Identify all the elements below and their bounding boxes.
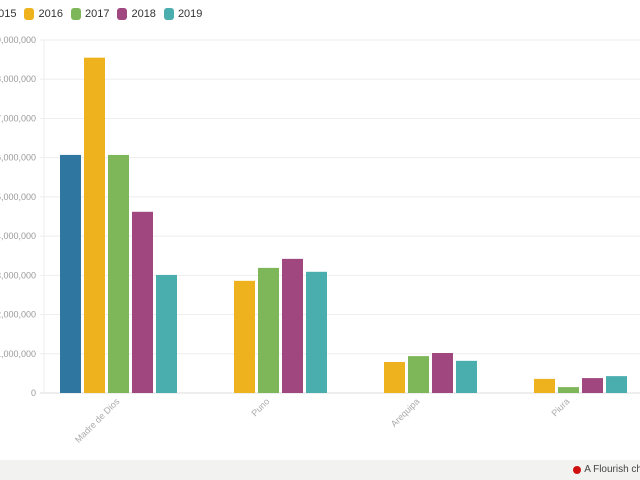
y-tick-label: 4,000,000	[0, 231, 36, 241]
legend-label: 2017	[84, 8, 110, 20]
bar-2018-puno	[282, 258, 303, 393]
legend-item-2019[interactable]: 2019	[163, 8, 203, 20]
y-tick-label: 6,000,000	[0, 153, 36, 163]
legend: 2015 2016 2017 2018 2019	[0, 8, 202, 20]
legend-item-2016[interactable]: 2016	[24, 8, 63, 20]
legend-label: 2016	[38, 8, 63, 20]
bar-chart: 0 1,000,000 2,000,000 3,000,000 4,000,000 5,0…	[0, 35, 640, 445]
x-tick-label: Madre de Dios	[73, 396, 122, 445]
legend-label: 2018	[131, 8, 156, 20]
bar-2018-madre-de-dios	[132, 211, 153, 393]
bar-2018-arequipa	[432, 352, 453, 393]
legend-swatch	[24, 8, 35, 20]
bar-2017-arequipa	[408, 356, 429, 393]
bar-2017-piura	[558, 387, 579, 393]
y-tick-label: 3,000,000	[0, 270, 36, 280]
bar-2016-madre-de-dios	[84, 57, 105, 394]
legend-item-2015[interactable]: 2015	[0, 8, 16, 20]
bar-2019-puno	[306, 271, 327, 393]
bar-2017-madre-de-dios	[108, 154, 129, 393]
bar-2017-puno	[258, 267, 279, 393]
y-tick-label: 7,000,000	[0, 113, 36, 123]
flourish-credit-link[interactable]: A Flourish ch	[573, 464, 640, 475]
legend-item-2018[interactable]: 2018	[117, 8, 156, 20]
legend-swatch	[163, 8, 174, 20]
bar-2019-piura	[606, 376, 627, 393]
y-tick-label: 2,000,000	[0, 310, 36, 320]
bar-2016-puno	[234, 280, 255, 393]
y-tick-label: 9,000,000	[0, 35, 36, 45]
bar-2016-piura	[534, 378, 555, 393]
x-tick-label: Puno	[249, 396, 271, 418]
x-tick-label: Piura	[549, 396, 571, 418]
legend-label: 2019	[177, 8, 203, 20]
y-tick-label: 1,000,000	[0, 349, 36, 359]
bar-2016-arequipa	[384, 362, 405, 393]
bar-2019-arequipa	[456, 360, 477, 393]
y-tick-label: 8,000,000	[0, 74, 36, 84]
y-tick-label: 0	[31, 388, 36, 398]
bar-2015-madre-de-dios	[60, 154, 81, 393]
legend-swatch	[117, 8, 128, 20]
legend-label: 2015	[0, 8, 17, 20]
y-tick-label: 5,000,000	[0, 192, 36, 202]
footer: A Flourish ch	[0, 460, 640, 480]
bar-2019-madre-de-dios	[156, 274, 177, 393]
x-tick-label: Arequipa	[389, 396, 422, 429]
credit-text: A Flourish ch	[584, 464, 640, 475]
bar-2018-piura	[582, 378, 603, 393]
flourish-logo-icon	[573, 465, 582, 474]
legend-swatch	[70, 8, 81, 20]
legend-item-2017[interactable]: 2017	[70, 8, 110, 20]
